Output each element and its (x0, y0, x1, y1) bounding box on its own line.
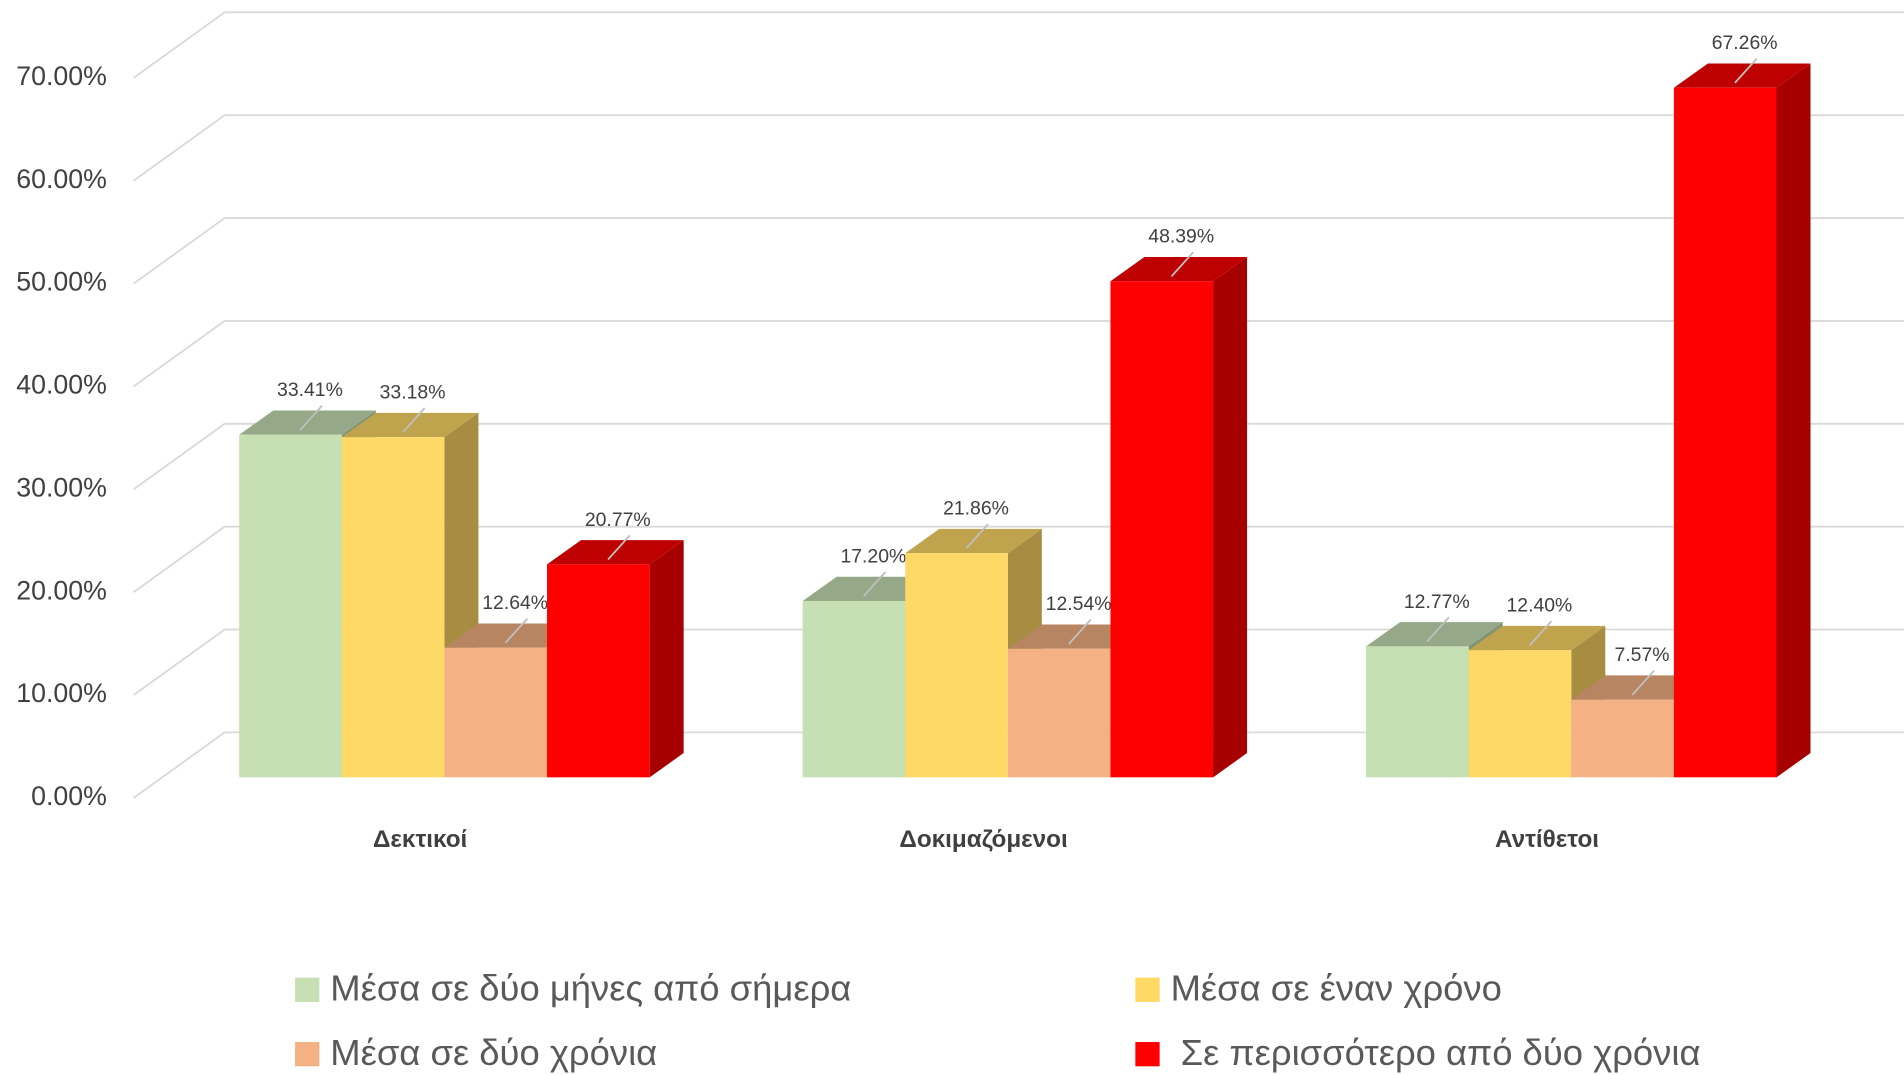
bar-front (547, 564, 650, 778)
bar-front (905, 553, 1008, 778)
value-label: 67.26% (1712, 32, 1778, 54)
legend-swatch (295, 1042, 320, 1067)
legend-label: Σε περισσότερο από δύο χρόνια (1171, 1032, 1701, 1073)
legend-label: Μέσα σε δύο μήνες από σήμερα (330, 968, 851, 1009)
legend-swatch (295, 977, 320, 1002)
bar-front (1110, 281, 1214, 778)
grid-line (133, 423, 226, 491)
leader-line (965, 523, 989, 549)
grid-line (133, 525, 226, 593)
leader-line (1631, 669, 1655, 696)
bar-front (1007, 648, 1111, 778)
grid-line (133, 731, 226, 799)
value-label: 21.86% (943, 498, 1009, 520)
bar-front (341, 437, 445, 778)
value-label: 12.40% (1506, 595, 1572, 617)
value-label: 33.41% (277, 379, 343, 401)
value-label: 12.77% (1404, 591, 1470, 613)
bar-side (649, 540, 684, 778)
x-tick-label: Δεκτικοί (373, 826, 467, 853)
leader-line (1068, 619, 1092, 645)
bar-side (1776, 63, 1811, 778)
leader-line (1734, 58, 1758, 84)
legend-swatch (1135, 1042, 1160, 1067)
y-tick-label: 50.00% (16, 267, 107, 297)
value-label: 12.54% (1046, 593, 1112, 615)
bar-front (1571, 699, 1674, 778)
value-label: 33.18% (380, 382, 446, 404)
bar-front (1366, 646, 1469, 778)
bar (1110, 256, 1248, 778)
bar-front (239, 434, 342, 778)
bar-front (1673, 87, 1777, 778)
leader-line (862, 571, 887, 597)
grid-line (133, 320, 226, 388)
y-tick-label: 30.00% (16, 472, 107, 502)
grid-line (133, 11, 226, 79)
leader-line (1426, 616, 1450, 643)
legend-label: Μέσα σε δύο χρόνια (330, 1032, 657, 1073)
grid-line (133, 628, 226, 696)
y-tick-label: 70.00% (16, 61, 107, 91)
grid-line (133, 114, 226, 182)
leader-line (504, 617, 528, 644)
leader-line (1170, 251, 1195, 277)
y-tick-label: 60.00% (16, 164, 107, 194)
y-tick-label: 0.00% (31, 781, 107, 811)
bar-front (444, 647, 548, 778)
value-label: 20.77% (585, 509, 651, 531)
value-label: 12.64% (482, 592, 548, 614)
bar-front (802, 600, 906, 778)
y-tick-label: 20.00% (16, 575, 107, 605)
leader-line (607, 534, 631, 561)
legend-swatch (1135, 977, 1160, 1002)
grid-line (133, 217, 226, 285)
y-tick-label: 10.00% (16, 678, 107, 708)
bar-side (1213, 256, 1248, 778)
value-label: 7.57% (1615, 644, 1670, 666)
leader-line (1529, 620, 1553, 646)
y-tick-label: 40.00% (16, 370, 107, 400)
legend-label: Μέσα σε έναν χρόνο (1171, 968, 1502, 1009)
value-label: 17.20% (840, 545, 906, 567)
x-tick-label: Δοκιμαζόμενοι (899, 826, 1067, 853)
value-label: 48.39% (1148, 226, 1214, 248)
leader-line (299, 405, 323, 431)
leader-line (402, 407, 426, 433)
x-tick-label: Αντίθετοι (1495, 826, 1599, 853)
bar (1673, 63, 1811, 778)
bar-front (1468, 650, 1572, 778)
bar (547, 540, 684, 778)
